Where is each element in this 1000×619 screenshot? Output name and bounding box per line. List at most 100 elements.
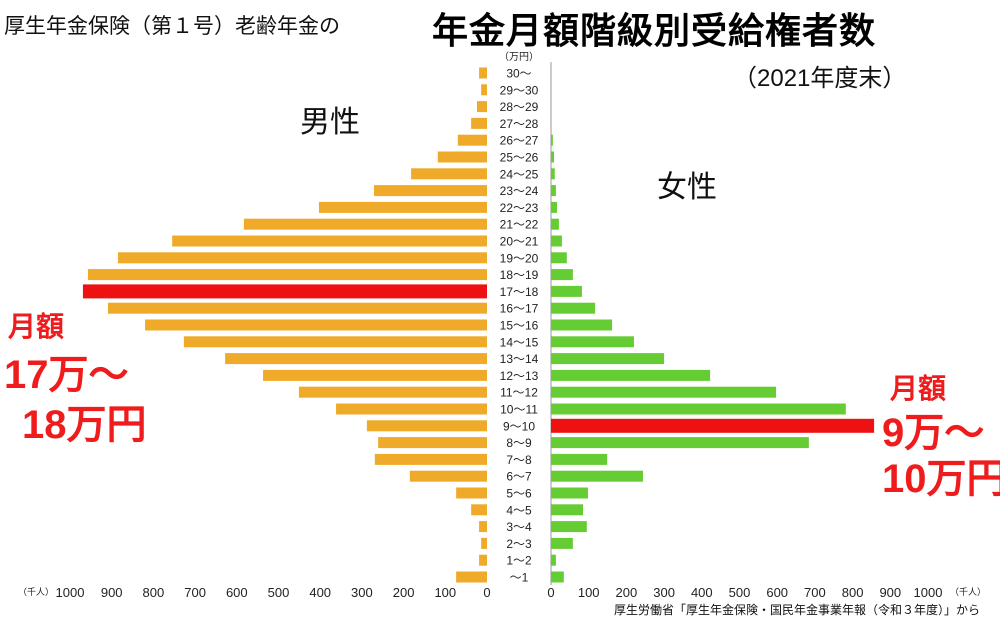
category-label: 18〜19 xyxy=(500,268,539,282)
bar-female xyxy=(551,453,608,465)
male-annotation-range-2: 18万円 xyxy=(22,403,147,447)
bar-female xyxy=(551,319,613,331)
category-label: 20〜21 xyxy=(500,235,539,249)
bar-female xyxy=(551,403,846,415)
category-label: 23〜24 xyxy=(500,184,539,198)
bar-female xyxy=(551,571,564,583)
x-tick-left: 400 xyxy=(309,585,331,600)
category-label: 1〜2 xyxy=(506,554,532,568)
x-tick-right: 800 xyxy=(842,585,864,600)
bar-female xyxy=(551,470,643,482)
bar-female xyxy=(551,151,555,163)
x-tick-left: 900 xyxy=(101,585,123,600)
bar-male xyxy=(243,218,487,230)
male-annotation-range-1: 17万〜 xyxy=(4,353,129,397)
x-tick-left: 1000 xyxy=(56,585,85,600)
bar-male xyxy=(117,252,487,264)
chart-period: （2021年度末） xyxy=(733,65,907,92)
category-label: 3〜4 xyxy=(506,520,532,534)
x-tick-right: 300 xyxy=(653,585,675,600)
value-unit-right: （千人） xyxy=(950,587,986,597)
category-label: 26〜27 xyxy=(500,134,539,148)
bar-female xyxy=(551,487,588,499)
bar-male xyxy=(437,151,487,163)
category-label: 4〜5 xyxy=(506,503,532,517)
x-tick-right: 100 xyxy=(578,585,600,600)
category-label: 7〜8 xyxy=(506,453,532,467)
bar-male xyxy=(373,185,487,197)
x-tick-right: 500 xyxy=(729,585,751,600)
bar-female xyxy=(551,218,559,230)
category-label: 24〜25 xyxy=(500,167,539,181)
x-tick-right: 400 xyxy=(691,585,713,600)
bar-male xyxy=(145,319,487,331)
category-label: 22〜23 xyxy=(500,201,539,215)
bar-female xyxy=(551,369,711,381)
bar-female xyxy=(551,504,584,516)
bar-male xyxy=(409,470,487,482)
bar-female xyxy=(551,386,777,398)
bar-male xyxy=(298,386,487,398)
bar-male xyxy=(481,84,487,96)
category-label: 12〜13 xyxy=(500,369,539,383)
bar-female xyxy=(551,185,556,197)
bar-female xyxy=(551,134,553,146)
category-label: 9〜10 xyxy=(503,419,535,433)
bar-male xyxy=(107,302,488,314)
bar-male xyxy=(336,403,487,415)
bar-male xyxy=(411,168,487,180)
bar-male xyxy=(457,134,487,146)
category-label: 29〜30 xyxy=(500,83,539,97)
x-tick-left: 500 xyxy=(268,585,290,600)
bar-female xyxy=(551,168,555,180)
bar-male xyxy=(318,201,487,213)
bar-male xyxy=(479,521,487,533)
category-label: 13〜14 xyxy=(500,352,539,366)
category-label: 19〜20 xyxy=(500,251,539,265)
category-label: 25〜26 xyxy=(500,151,539,165)
x-tick-left: 100 xyxy=(434,585,456,600)
category-label: 8〜9 xyxy=(506,436,532,450)
chart-title: 年金月額階級別受給権者数 xyxy=(432,10,877,51)
bar-female xyxy=(551,285,582,297)
bar-female xyxy=(551,554,556,566)
bar-male xyxy=(479,67,487,79)
x-tick-right: 200 xyxy=(616,585,638,600)
male-annotation-label: 月額 xyxy=(8,311,65,342)
category-label: 27〜28 xyxy=(500,117,539,131)
value-unit-left: （千人） xyxy=(18,587,54,597)
bar-male xyxy=(471,504,487,516)
x-tick-left: 300 xyxy=(351,585,373,600)
bar-male xyxy=(172,235,488,247)
category-label: 16〜17 xyxy=(500,302,539,316)
bar-male xyxy=(471,117,487,129)
bar-male xyxy=(366,420,487,432)
bar-male xyxy=(263,369,487,381)
x-tick-left: 600 xyxy=(226,585,248,600)
chart-subtitle: 厚生年金保険（第１号）老齢年金の xyxy=(4,15,340,38)
bar-female xyxy=(551,269,573,281)
category-label: 5〜6 xyxy=(506,487,532,501)
bar-male xyxy=(479,554,487,566)
category-label: 10〜11 xyxy=(500,403,538,417)
bar-male xyxy=(476,101,487,113)
bar-male xyxy=(481,537,487,549)
category-label: 〜1 xyxy=(510,571,529,585)
x-tick-right: 1000 xyxy=(914,585,943,600)
category-label: 15〜16 xyxy=(500,319,539,333)
legend-female: 女性 xyxy=(657,171,717,204)
bar-male xyxy=(82,284,487,299)
category-label: 30〜 xyxy=(506,67,531,81)
bar-male xyxy=(225,353,487,365)
bar-male xyxy=(378,437,487,449)
category-label: 6〜7 xyxy=(506,470,532,484)
female-annotation-range-2: 10万円 xyxy=(882,457,1000,501)
category-label: 17〜18 xyxy=(500,285,539,299)
bar-female xyxy=(551,437,809,449)
bar-female xyxy=(551,537,573,549)
bar-male xyxy=(183,336,487,348)
bar-female xyxy=(551,353,665,365)
x-tick-left: 700 xyxy=(184,585,206,600)
x-tick-right: 600 xyxy=(766,585,788,600)
